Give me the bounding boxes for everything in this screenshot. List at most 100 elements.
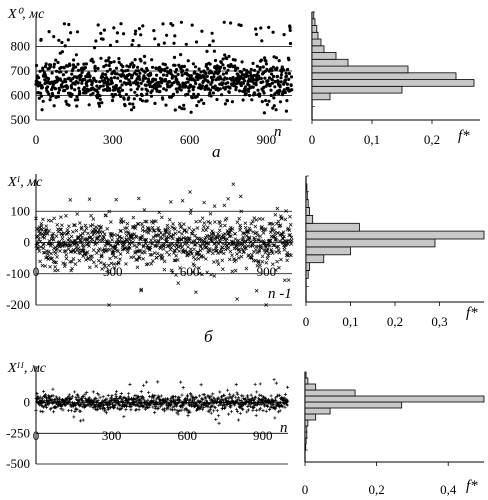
- data-point: [284, 209, 288, 213]
- data-point: [218, 250, 223, 254]
- data-point: [114, 392, 118, 396]
- xlabel-c: n: [280, 420, 288, 436]
- data-point: [217, 421, 221, 425]
- data-point: [223, 223, 227, 228]
- data-point: [108, 43, 113, 48]
- data-point: [139, 221, 144, 226]
- hist-bar: [304, 401, 403, 409]
- data-point: [260, 224, 264, 229]
- data-point: [178, 399, 182, 403]
- data-point: [150, 58, 154, 62]
- data-point: [260, 217, 265, 221]
- data-point: [146, 262, 150, 266]
- data-point: [269, 221, 273, 226]
- data-point: [224, 238, 228, 243]
- data-point: [148, 245, 153, 250]
- hist-bar: [305, 246, 351, 256]
- data-point: [53, 87, 58, 91]
- data-point: [154, 404, 158, 409]
- data-point: [54, 260, 59, 265]
- ylabel-a: X⁰, мс: [7, 7, 45, 22]
- hist-bar: [305, 214, 314, 224]
- hist-xlabel-b: f*: [466, 305, 478, 321]
- data-point: [196, 92, 200, 97]
- data-point: [107, 241, 112, 246]
- xtick-label: 300: [102, 428, 122, 443]
- data-point: [52, 62, 57, 66]
- data-point: [122, 32, 126, 36]
- data-point: [200, 246, 205, 251]
- data-point: [179, 20, 183, 24]
- data-point: [134, 257, 139, 262]
- data-point: [50, 242, 55, 247]
- data-point: [135, 93, 139, 97]
- data-point: [180, 198, 185, 203]
- data-point: [209, 394, 213, 398]
- data-point: [42, 241, 46, 246]
- data-point: [98, 260, 103, 265]
- data-point: [63, 44, 67, 48]
- data-point: [233, 268, 238, 273]
- data-point: [189, 250, 194, 254]
- data-point: [226, 81, 230, 85]
- data-point: [212, 274, 217, 278]
- data-point: [89, 239, 94, 244]
- data-point: [259, 393, 263, 398]
- data-point: [160, 253, 164, 257]
- hist-xtick-label: 0,1: [364, 132, 380, 147]
- data-point: [97, 104, 102, 108]
- hist-xtick-label: 0,4: [440, 482, 457, 497]
- xlabel-a: n: [274, 124, 282, 140]
- data-point: [135, 72, 139, 76]
- data-point: [208, 407, 213, 411]
- data-point: [70, 266, 74, 271]
- data-point: [222, 203, 227, 208]
- data-point: [158, 84, 162, 88]
- data-point: [162, 41, 166, 45]
- data-point: [101, 229, 105, 234]
- data-point: [274, 381, 278, 385]
- data-point: [247, 83, 251, 87]
- data-point: [89, 213, 93, 218]
- data-point: [86, 231, 90, 236]
- data-point: [88, 74, 92, 78]
- data-point: [115, 39, 119, 44]
- data-point: [130, 61, 134, 65]
- data-point: [103, 409, 107, 413]
- data-point: [234, 246, 239, 251]
- data-point: [91, 390, 95, 394]
- data-point: [188, 410, 192, 414]
- data-point: [247, 253, 251, 257]
- data-point: [37, 249, 42, 253]
- data-point: [50, 71, 54, 75]
- data-point: [175, 242, 179, 247]
- data-point: [238, 225, 243, 230]
- data-point: [177, 249, 182, 254]
- data-point: [171, 232, 176, 237]
- data-point: [58, 249, 62, 253]
- data-point: [144, 83, 148, 87]
- data-point: [43, 64, 48, 69]
- data-point: [199, 76, 203, 80]
- hist-bar: [311, 45, 325, 53]
- data-point: [74, 53, 78, 57]
- data-point: [213, 84, 217, 88]
- data-point: [234, 383, 238, 387]
- data-point: [141, 383, 146, 387]
- hist-xlabel-a: f*: [458, 128, 470, 144]
- data-point: [217, 228, 222, 233]
- data-point: [232, 393, 236, 397]
- data-point: [38, 259, 42, 264]
- data-point: [287, 228, 292, 232]
- data-point: [271, 402, 275, 406]
- data-point: [133, 58, 137, 62]
- data-point: [188, 211, 193, 216]
- data-point: [266, 253, 271, 258]
- data-point: [263, 56, 267, 60]
- data-point: [144, 76, 148, 80]
- data-point: [278, 100, 283, 104]
- data-point: [94, 251, 99, 255]
- data-point: [150, 89, 154, 93]
- data-point: [121, 400, 125, 404]
- data-point: [102, 234, 106, 239]
